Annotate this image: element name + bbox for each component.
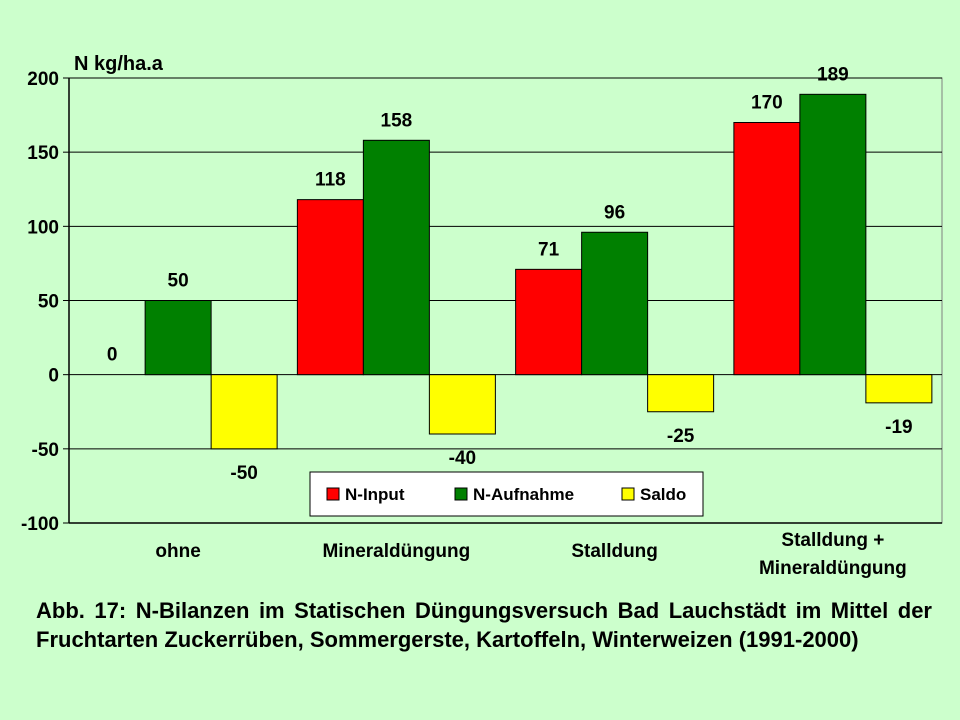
bar-n-aufnahme [581,231,649,376]
bar-saldo [428,374,496,435]
data-label: -25 [667,426,695,447]
category-label: Mineraldüngung [322,541,470,562]
legend-label: N-Aufnahme [473,485,574,504]
data-label: -40 [449,448,476,469]
bar-saldo [865,374,933,404]
bar-saldo [210,374,278,450]
bar-n-input [733,122,801,376]
data-label: 96 [604,202,625,223]
bar-n-aufnahme [799,93,867,376]
bar-chart: -100 -50 0 50 100 150 200 N kg/ha.a 0 50 -50 ohne 11… [21,53,943,579]
data-label: 71 [538,239,560,260]
legend-swatch [454,487,468,501]
bar-n-input [296,199,364,376]
legend-label: Saldo [640,485,686,504]
plot-area: -100 -50 0 50 100 150 200 N kg/ha.a 0 50 -50 ohne 11… [21,53,943,579]
legend: N-Input N-Aufnahme Saldo [309,471,704,517]
bar-n-input [515,268,583,376]
category-label: Mineraldüngung [759,558,907,579]
data-label: -50 [230,463,257,484]
y-tick-label: -50 [32,440,59,461]
legend-label: N-Input [345,485,405,504]
bar-saldo [647,374,715,413]
category-label: ohne [155,541,200,562]
y-axis-label: N kg/ha.a [74,53,164,75]
y-tick-label: 100 [27,217,59,238]
data-label: 118 [315,170,346,191]
data-label: 50 [168,271,189,292]
y-tick-label: 50 [38,292,59,313]
y-tick-label: 150 [27,143,59,164]
legend-box [309,471,704,517]
category-label: Stalldung + [781,530,884,551]
bar-n-aufnahme [144,300,212,376]
data-label: -19 [885,417,912,438]
legend-swatch [326,487,340,501]
data-label: 158 [381,110,413,131]
category-label: Stalldung [571,541,658,562]
figure-caption: Abb. 17: N-Bilanzen im Statischen Düngun… [36,598,932,652]
legend-swatch [621,487,635,501]
y-tick-label: 200 [27,69,59,90]
data-label: 170 [751,93,783,114]
bar-n-aufnahme [362,139,430,376]
y-tick-label: 0 [48,366,59,387]
data-label: 189 [817,64,849,85]
data-label: 0 [107,345,118,366]
y-tick-label: -100 [21,514,59,535]
